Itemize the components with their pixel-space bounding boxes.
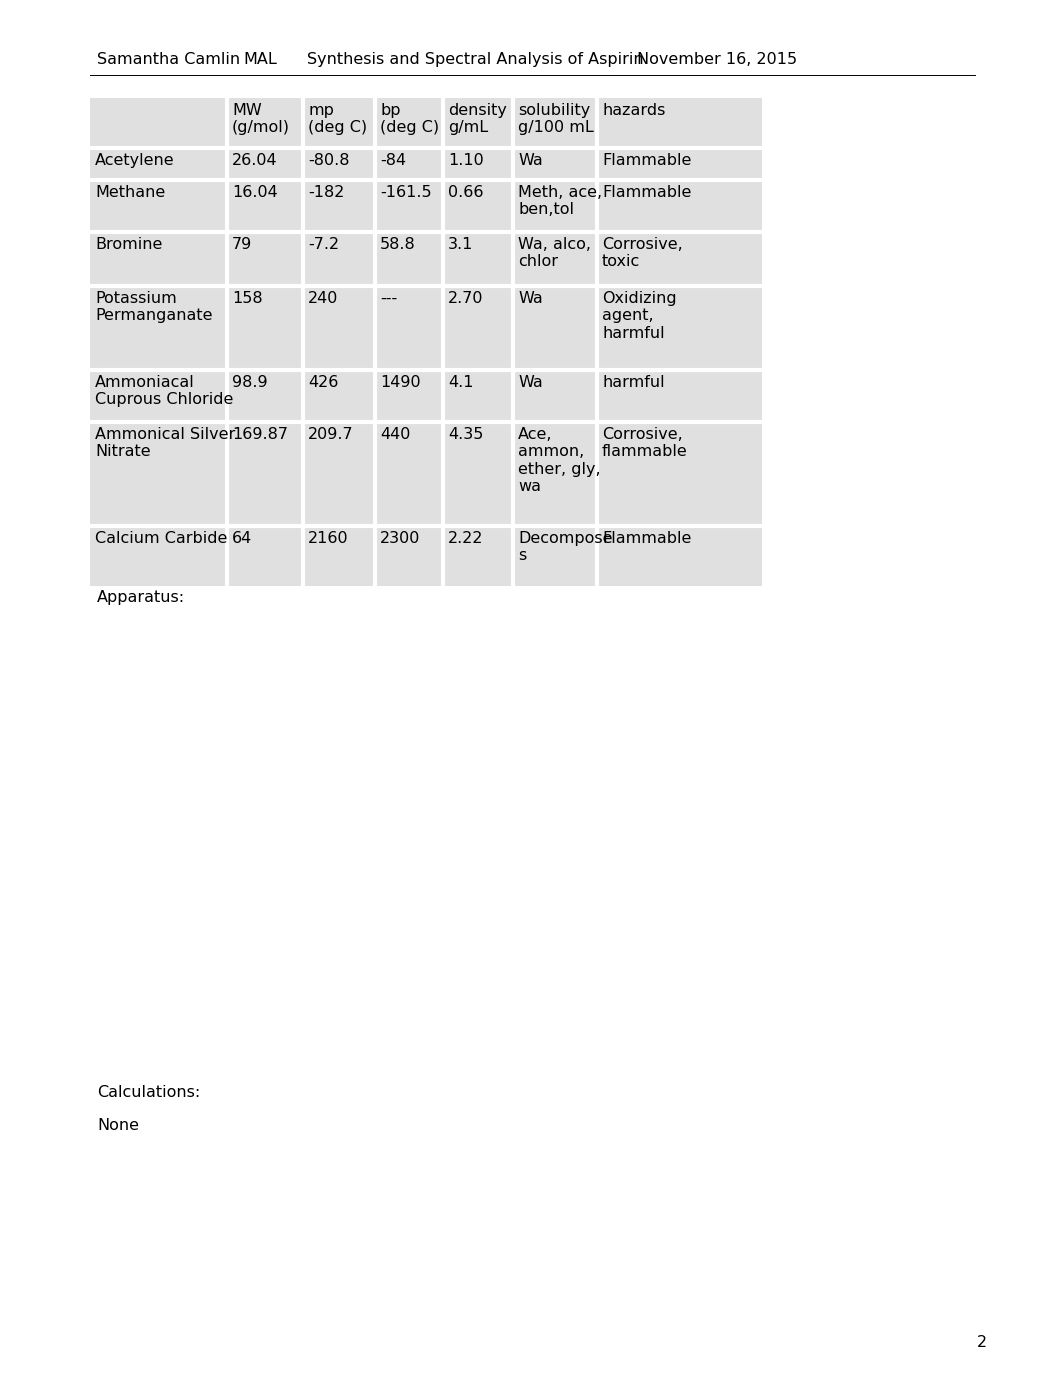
Text: Calculations:: Calculations: (97, 1086, 201, 1099)
Text: 64: 64 (232, 531, 253, 546)
Text: Flammable: Flammable (602, 531, 691, 546)
Text: 98.9: 98.9 (232, 376, 268, 389)
Text: 4.35: 4.35 (448, 427, 483, 442)
Text: 209.7: 209.7 (308, 427, 354, 442)
Text: 26.04: 26.04 (232, 153, 277, 168)
Text: -161.5: -161.5 (380, 184, 431, 200)
Text: 2: 2 (977, 1335, 987, 1350)
Text: 2.22: 2.22 (448, 531, 483, 546)
Text: Methane: Methane (95, 184, 166, 200)
Text: harmful: harmful (602, 376, 665, 389)
FancyBboxPatch shape (90, 98, 763, 586)
Text: 2300: 2300 (380, 531, 421, 546)
Text: Decompose
s: Decompose s (518, 531, 613, 563)
Text: 158: 158 (232, 290, 262, 305)
Text: 79: 79 (232, 237, 253, 252)
Text: -84: -84 (380, 153, 406, 168)
Text: Wa: Wa (518, 376, 543, 389)
Text: 2160: 2160 (308, 531, 348, 546)
Text: Flammable: Flammable (602, 153, 691, 168)
Text: Samantha Camlin: Samantha Camlin (97, 52, 240, 67)
Text: bp
(deg C): bp (deg C) (380, 103, 439, 135)
Text: Ace,
ammon,
ether, gly,
wa: Ace, ammon, ether, gly, wa (518, 427, 601, 494)
Text: None: None (97, 1117, 139, 1132)
Text: Calcium Carbide: Calcium Carbide (95, 531, 227, 546)
Text: hazards: hazards (602, 103, 666, 118)
Text: Ammoniacal
Cuprous Chloride: Ammoniacal Cuprous Chloride (95, 376, 234, 407)
Text: -7.2: -7.2 (308, 237, 339, 252)
Text: 440: 440 (380, 427, 410, 442)
Text: 169.87: 169.87 (232, 427, 288, 442)
Text: 1.10: 1.10 (448, 153, 484, 168)
Text: 16.04: 16.04 (232, 184, 278, 200)
Text: Bromine: Bromine (95, 237, 162, 252)
Text: Potassium
Permanganate: Potassium Permanganate (95, 290, 212, 323)
Text: 3.1: 3.1 (448, 237, 474, 252)
Text: November 16, 2015: November 16, 2015 (637, 52, 798, 67)
Text: Apparatus:: Apparatus: (97, 590, 185, 605)
Text: 0.66: 0.66 (448, 184, 483, 200)
Text: 2.70: 2.70 (448, 290, 483, 305)
Text: Wa, alco,
chlor: Wa, alco, chlor (518, 237, 590, 270)
Text: MW
(g/mol): MW (g/mol) (232, 103, 290, 135)
Text: 4.1: 4.1 (448, 376, 474, 389)
Text: 1490: 1490 (380, 376, 421, 389)
Text: density
g/mL: density g/mL (448, 103, 507, 135)
Text: Acetylene: Acetylene (95, 153, 174, 168)
Text: Synthesis and Spectral Analysis of Aspirin: Synthesis and Spectral Analysis of Aspir… (307, 52, 644, 67)
Text: MAL: MAL (243, 52, 277, 67)
Text: Corrosive,
flammable: Corrosive, flammable (602, 427, 688, 460)
Text: Flammable: Flammable (602, 184, 691, 200)
Text: Wa: Wa (518, 290, 543, 305)
Text: Ammonical Silver
Nitrate: Ammonical Silver Nitrate (95, 427, 236, 460)
Text: -80.8: -80.8 (308, 153, 349, 168)
Text: 58.8: 58.8 (380, 237, 415, 252)
Text: Wa: Wa (518, 153, 543, 168)
Text: -182: -182 (308, 184, 344, 200)
Text: Oxidizing
agent,
harmful: Oxidizing agent, harmful (602, 290, 676, 341)
Text: ---: --- (380, 290, 397, 305)
Text: Meth, ace,
ben,tol: Meth, ace, ben,tol (518, 184, 602, 217)
Text: mp
(deg C): mp (deg C) (308, 103, 367, 135)
Text: solubility
g/100 mL: solubility g/100 mL (518, 103, 594, 135)
Text: 240: 240 (308, 290, 339, 305)
Text: Corrosive,
toxic: Corrosive, toxic (602, 237, 683, 270)
Text: 426: 426 (308, 376, 339, 389)
